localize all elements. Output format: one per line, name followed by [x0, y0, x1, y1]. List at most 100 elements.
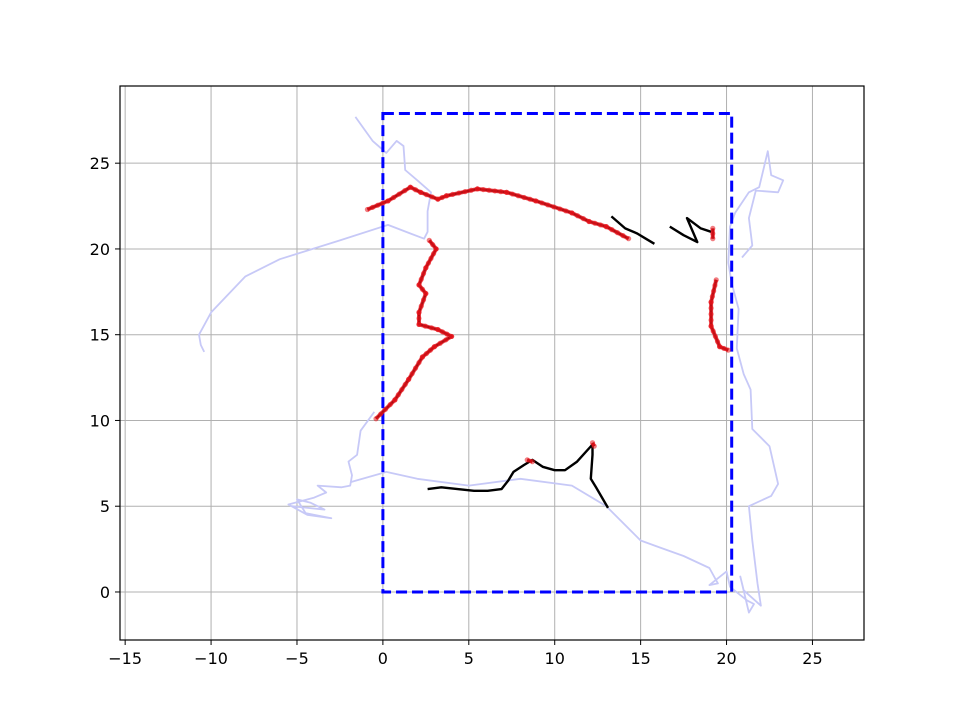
- highlight-marker: [710, 225, 716, 231]
- highlight-marker: [433, 246, 439, 252]
- highlight-marker: [551, 204, 557, 210]
- highlight-marker: [423, 350, 430, 357]
- highlight-marker: [504, 189, 510, 195]
- highlight-marker: [426, 237, 432, 243]
- boundary-box: [381, 111, 734, 594]
- highlight-marker: [391, 194, 397, 201]
- highlight-marker: [435, 196, 441, 202]
- highlight-marker: [418, 189, 424, 195]
- highlight-marker: [521, 194, 527, 201]
- highlight-marker: [711, 288, 717, 294]
- highlight-marker: [509, 191, 516, 197]
- highlight-marker: [422, 323, 428, 329]
- y-tick-label: 0: [100, 583, 110, 602]
- highlight-marker: [430, 251, 437, 257]
- highlight-marker: [626, 236, 632, 242]
- highlight-marker: [614, 230, 621, 236]
- path-segment: [610, 215, 656, 245]
- highlight-marker: [439, 329, 446, 335]
- highlight-markers: [364, 184, 731, 465]
- highlight-marker: [710, 328, 716, 334]
- highlight-marker: [418, 276, 424, 282]
- highlight-marker: [710, 236, 716, 242]
- highlight-marker: [419, 354, 426, 360]
- x-axis-ticks: −15 −10 −5 0 5 10 15 20 25: [108, 640, 823, 668]
- x-tick-label: 20: [716, 649, 736, 668]
- highlight-marker: [427, 347, 434, 353]
- trajectory-line: [198, 116, 432, 353]
- highlight-marker: [437, 340, 443, 346]
- highlight-marker: [378, 411, 384, 417]
- highlight-marker: [423, 290, 429, 297]
- highlight-marker: [592, 220, 598, 226]
- highlight-marker: [725, 347, 731, 353]
- highlight-marker: [399, 386, 405, 393]
- highlight-marker: [563, 208, 569, 214]
- y-tick-label: 15: [90, 326, 110, 345]
- highlight-marker: [364, 206, 371, 213]
- y-tick-label: 10: [90, 411, 110, 430]
- trajectory-line: [287, 411, 376, 520]
- highlight-marker: [539, 200, 545, 206]
- highlight-marker: [492, 188, 498, 194]
- highlight-marker: [416, 321, 422, 328]
- highlight-marker: [375, 202, 381, 208]
- highlight-marker: [575, 213, 581, 219]
- highlight-marker: [420, 297, 427, 303]
- highlight-marker: [486, 187, 492, 193]
- highlight-marker: [603, 224, 609, 230]
- y-tick-label: 25: [90, 154, 110, 173]
- highlight-marker: [425, 260, 432, 266]
- highlight-marker: [709, 293, 715, 300]
- highlight-marker: [369, 204, 376, 210]
- path-segment: [427, 443, 610, 509]
- trajectory-line: [349, 150, 785, 614]
- x-tick-label: 10: [545, 649, 565, 668]
- grid-lines: [120, 86, 864, 640]
- highlight-marker: [423, 192, 430, 198]
- highlight-marker: [402, 381, 408, 388]
- highlight-marker: [474, 186, 480, 192]
- highlight-marker: [416, 359, 422, 366]
- highlight-marker: [444, 331, 450, 337]
- highlight-marker: [712, 333, 718, 340]
- highlight-marker: [456, 190, 462, 196]
- y-axis-ticks: 0 5 10 15 20 25: [90, 154, 120, 602]
- highlight-marker: [586, 218, 592, 225]
- highlight-marker: [480, 186, 486, 193]
- highlight-marker: [428, 325, 435, 331]
- highlight-marker: [527, 196, 533, 202]
- highlight-marker: [708, 317, 714, 323]
- highlight-marker: [387, 401, 393, 408]
- highlight-marker: [416, 315, 422, 322]
- highlight-marker: [443, 193, 450, 199]
- path-segment: [669, 216, 712, 244]
- highlight-marker: [412, 187, 419, 193]
- highlight-marker: [710, 230, 716, 237]
- highlight-marker: [430, 242, 436, 248]
- highlight-marker: [533, 198, 539, 204]
- highlight-marker: [609, 227, 615, 233]
- highlight-marker: [708, 311, 714, 317]
- highlight-marker: [708, 323, 714, 329]
- y-tick-label: 20: [90, 240, 110, 259]
- highlight-marker: [416, 309, 422, 316]
- highlight-marker: [529, 459, 535, 465]
- highlight-marker: [396, 191, 402, 197]
- highlight-marker: [524, 457, 530, 463]
- x-tick-label: −15: [108, 649, 142, 668]
- highlight-marker: [714, 338, 721, 345]
- highlight-marker: [395, 392, 401, 398]
- highlight-marker: [416, 282, 422, 288]
- highlight-marker: [409, 371, 415, 377]
- highlight-marker: [373, 416, 379, 422]
- y-tick-label: 5: [100, 497, 110, 516]
- axes-frame: [119, 85, 865, 641]
- highlight-marker: [420, 270, 427, 277]
- reference-trajectory: [198, 116, 785, 614]
- highlight-marker: [721, 345, 727, 352]
- highlight-marker: [515, 193, 521, 199]
- highlight-marker: [429, 194, 435, 200]
